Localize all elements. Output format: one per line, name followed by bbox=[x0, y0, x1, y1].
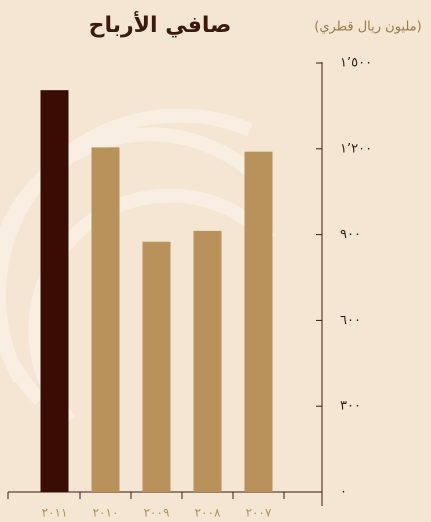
x-tick-label: ٢٠٠٩ bbox=[144, 506, 170, 520]
bar bbox=[142, 241, 171, 492]
y-tick-label: ١٬٥٠٠ bbox=[340, 56, 372, 71]
x-tick-label: ٢٠٠٨ bbox=[195, 506, 221, 520]
swirl bbox=[28, 188, 276, 425]
y-tick-label: ٣٠٠ bbox=[340, 399, 361, 414]
bar bbox=[244, 151, 273, 492]
y-tick-label: ٦٠٠ bbox=[340, 313, 361, 328]
x-tick-label: ٢٠٠٧ bbox=[246, 506, 272, 520]
y-tick-label: ١٬٢٠٠ bbox=[340, 141, 372, 156]
x-tick-label: ٢٠١٠ bbox=[93, 506, 119, 520]
x-tick-label: ٢٠١١ bbox=[42, 506, 68, 520]
chart-title: صافي الأرباح bbox=[89, 10, 232, 38]
y-tick-label: ٠ bbox=[340, 485, 347, 500]
bar bbox=[193, 230, 222, 492]
unit-label: (مليون ريال قطري) bbox=[314, 20, 421, 35]
y-tick-label: ٩٠٠ bbox=[340, 227, 361, 242]
bar bbox=[40, 90, 69, 493]
bar bbox=[91, 147, 120, 492]
